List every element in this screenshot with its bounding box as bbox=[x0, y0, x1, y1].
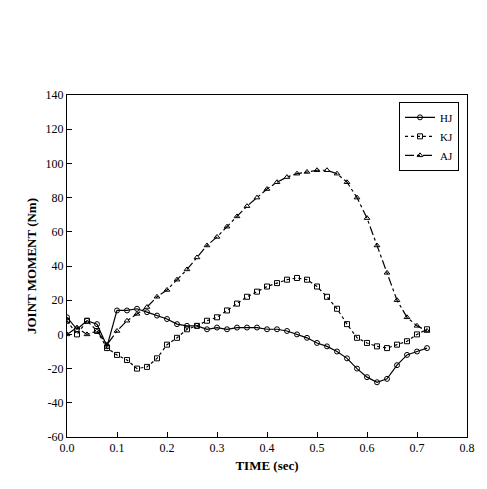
svg-text:0.2: 0.2 bbox=[160, 441, 175, 455]
svg-text:80: 80 bbox=[52, 191, 64, 205]
svg-text:120: 120 bbox=[46, 122, 64, 136]
svg-text:-20: -20 bbox=[48, 362, 64, 376]
svg-text:0.0: 0.0 bbox=[60, 441, 75, 455]
svg-text:0: 0 bbox=[58, 328, 64, 342]
svg-text:20: 20 bbox=[52, 293, 64, 307]
svg-text:-40: -40 bbox=[48, 396, 64, 410]
svg-text:60: 60 bbox=[52, 225, 64, 239]
svg-text:0.8: 0.8 bbox=[460, 441, 475, 455]
svg-text:0.4: 0.4 bbox=[260, 441, 275, 455]
svg-text:KJ: KJ bbox=[440, 131, 453, 143]
svg-text:0.5: 0.5 bbox=[310, 441, 325, 455]
svg-text:0.6: 0.6 bbox=[360, 441, 375, 455]
svg-text:-60: -60 bbox=[48, 430, 64, 444]
svg-text:JOINT MOMENT (Nm): JOINT MOMENT (Nm) bbox=[24, 198, 39, 334]
svg-text:0.7: 0.7 bbox=[410, 441, 425, 455]
svg-text:140: 140 bbox=[46, 88, 64, 102]
svg-text:AJ: AJ bbox=[440, 150, 453, 162]
svg-text:HJ: HJ bbox=[440, 112, 453, 124]
svg-text:0.1: 0.1 bbox=[110, 441, 125, 455]
svg-text:40: 40 bbox=[52, 259, 64, 273]
svg-text:0.3: 0.3 bbox=[210, 441, 225, 455]
svg-text:100: 100 bbox=[46, 157, 64, 171]
svg-text:TIME (sec): TIME (sec) bbox=[235, 458, 298, 473]
